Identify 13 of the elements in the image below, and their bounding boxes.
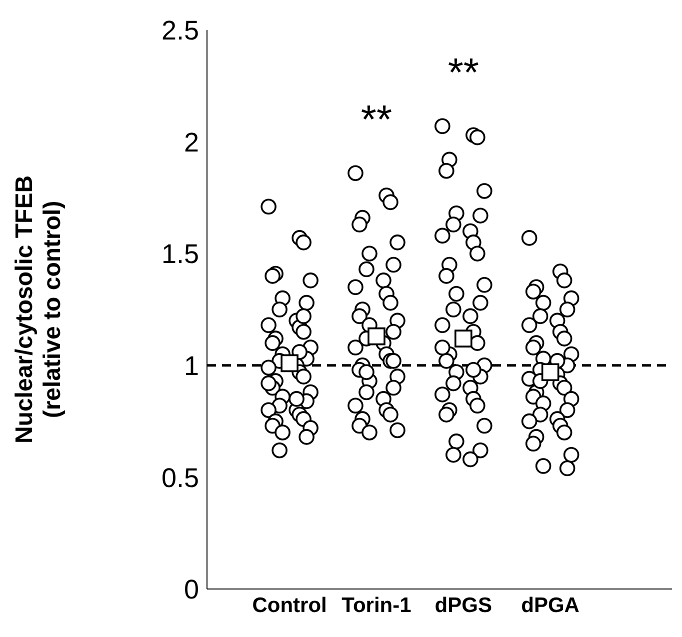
- annotation: **: [448, 51, 479, 96]
- y-axis-title: Nuclear/cytosolic TFEB (relative to control): [11, 175, 66, 444]
- x-tick-label: dPGA: [521, 594, 580, 617]
- y-tick-label: 2.5: [161, 16, 199, 46]
- annotation: **: [360, 98, 392, 142]
- y-tick-label: 1.5: [161, 239, 199, 270]
- y-tick-label: 0: [184, 574, 199, 605]
- y-tick-label: 2: [184, 127, 199, 158]
- y-tick-label: 1: [184, 350, 199, 381]
- x-tick-label: dPGS: [434, 594, 492, 617]
- x-tick-label: Torin-1: [342, 594, 412, 617]
- x-tick-label: Control: [252, 594, 327, 617]
- y-tick-label: 0.5: [161, 462, 199, 493]
